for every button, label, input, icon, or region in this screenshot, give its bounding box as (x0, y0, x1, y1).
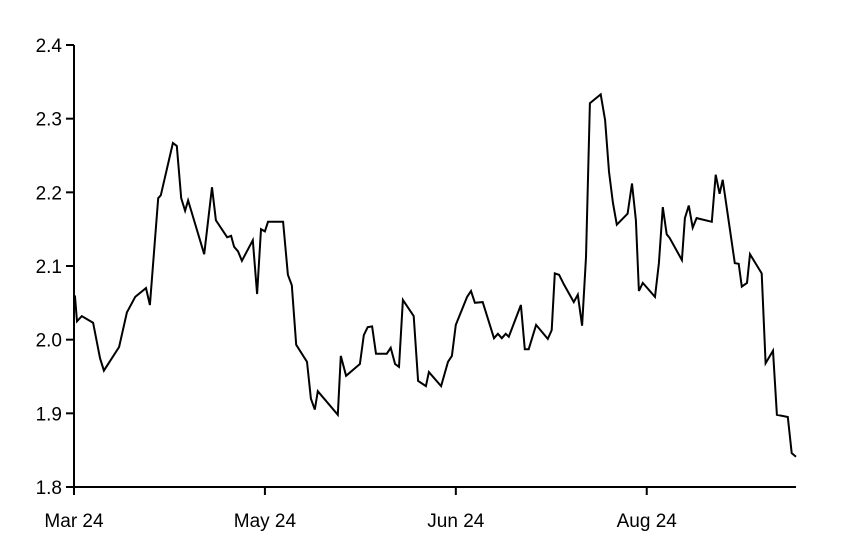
y-axis: 1.8 1.9 2.0 2.1 2.2 2.3 2.4 (36, 36, 74, 499)
y-tick-label: 1.9 (36, 404, 62, 425)
x-axis: Mar 24 May 24 Jun 24 Aug 24 (44, 487, 796, 532)
x-tick-label: Mar 24 (44, 511, 104, 532)
y-tick-label: 1.8 (36, 478, 62, 499)
series-line (75, 94, 796, 456)
plot-area (75, 94, 796, 456)
x-tick-label: Jun 24 (427, 511, 484, 532)
y-tick-label: 2.2 (36, 183, 62, 204)
x-tick-label: Aug 24 (617, 511, 678, 532)
y-tick-label: 2.4 (36, 36, 63, 57)
y-tick-label: 2.1 (36, 257, 62, 278)
y-tick-label: 2.0 (36, 331, 62, 352)
x-tick-label: May 24 (234, 511, 297, 532)
y-tick-label: 2.3 (36, 110, 62, 131)
